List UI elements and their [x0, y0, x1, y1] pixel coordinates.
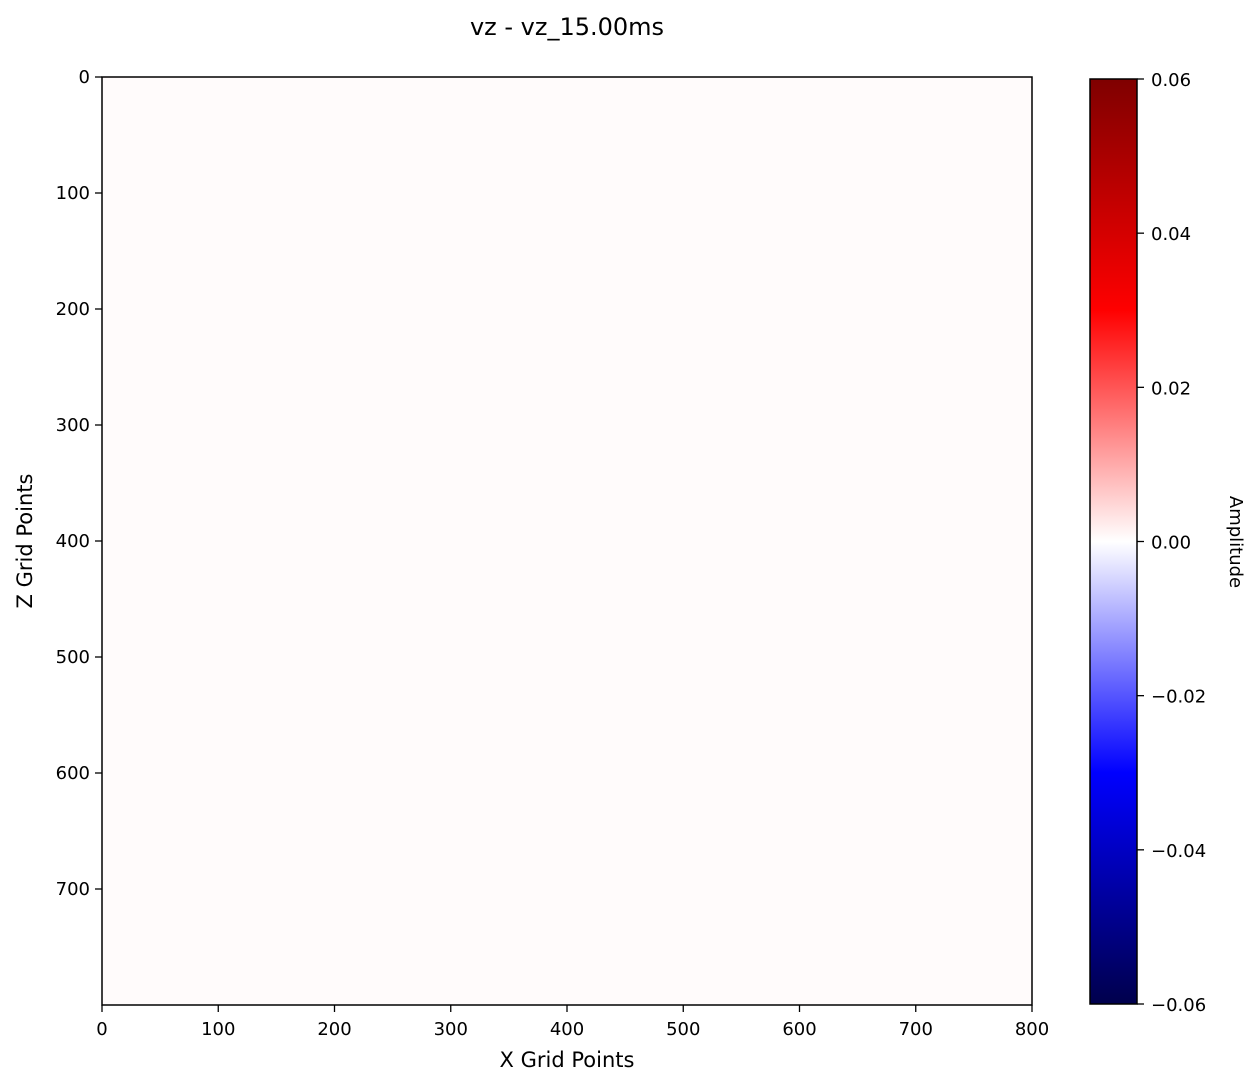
x-tick-label: 300: [434, 1019, 468, 1040]
x-tick-label: 600: [782, 1019, 816, 1040]
x-tick-label: 100: [201, 1019, 235, 1040]
y-tick-label: 200: [56, 299, 90, 320]
colorbar-tick-label: −0.02: [1151, 687, 1206, 708]
heatmap-field: [102, 77, 1032, 1005]
x-tick-label: 800: [1015, 1019, 1049, 1040]
colorbar-tick-label: 0.06: [1151, 70, 1191, 91]
colorbar-tick-label: 0.02: [1151, 378, 1191, 399]
y-tick-label: 0: [79, 67, 90, 88]
y-tick-label: 300: [56, 415, 90, 436]
colorbar: [1090, 79, 1137, 1004]
y-tick-label: 700: [56, 879, 90, 900]
y-tick-label: 600: [56, 763, 90, 784]
colorbar-tick-label: 0.04: [1151, 224, 1191, 245]
x-axis-label: X Grid Points: [500, 1048, 635, 1072]
y-axis-label: Z Grid Points: [13, 474, 37, 609]
colorbar-tick-label: −0.06: [1151, 995, 1206, 1016]
x-tick-label: 500: [666, 1019, 700, 1040]
x-tick-label: 400: [550, 1019, 584, 1040]
colorbar-axis: 0.06 0.04 0.02 0.00 −0.02 −0.04 −0.06: [1137, 70, 1206, 1016]
colorbar-tick-label: 0.00: [1151, 533, 1191, 554]
colorbar-label: Amplitude: [1225, 496, 1246, 588]
x-tick-label: 700: [899, 1019, 933, 1040]
colorbar-tick-label: −0.04: [1151, 841, 1206, 862]
y-tick-label: 400: [56, 531, 90, 552]
y-tick-label: 100: [56, 183, 90, 204]
y-tick-label: 500: [56, 647, 90, 668]
x-tick-label: 200: [317, 1019, 351, 1040]
x-tick-label: 0: [96, 1019, 107, 1040]
x-axis: 0 100 200 300 400 500 600 700 800: [96, 1005, 1049, 1040]
y-axis: 0 100 200 300 400 500 600 700: [56, 67, 102, 900]
chart-title: vz - vz_15.00ms: [470, 13, 664, 41]
